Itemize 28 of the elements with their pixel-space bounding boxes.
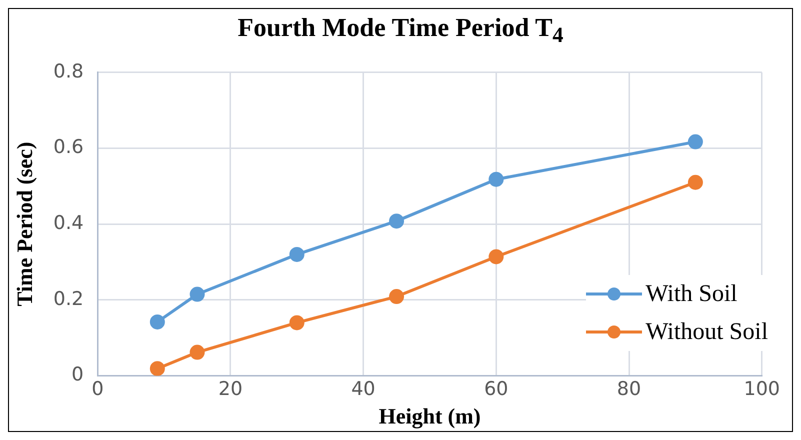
point: [688, 134, 703, 150]
point: [289, 246, 304, 262]
x-tick-label: 100: [744, 378, 780, 400]
y-tick-label: 0.2: [53, 288, 84, 310]
point: [150, 361, 165, 376]
point: [389, 214, 404, 229]
y-axis-title: Time Period (sec): [12, 142, 37, 306]
y-tick-label: 0: [72, 364, 84, 386]
point: [289, 315, 304, 330]
point: [190, 344, 205, 360]
point: [150, 314, 165, 330]
x-axis-title: Height (m): [378, 403, 481, 428]
y-tick-label: 0.4: [53, 212, 84, 234]
legend-label: With Soil: [646, 280, 738, 308]
x-tick-label: 40: [351, 378, 376, 400]
x-tick-label: 0: [92, 378, 104, 400]
y-tick-label: 0.6: [53, 136, 84, 158]
legend-label: Without Soil: [646, 318, 768, 346]
point: [688, 174, 703, 190]
point: [488, 249, 504, 264]
chart-title: Fourth Mode Time Period T$_{4}$: [236, 13, 564, 48]
x-tick-label: 60: [484, 378, 508, 400]
y-tick-label: 0.8: [53, 60, 84, 82]
point: [389, 289, 404, 304]
point: [488, 172, 504, 187]
point: [190, 286, 205, 302]
x-tick-label: 20: [218, 378, 243, 400]
x-tick-label: 80: [616, 378, 642, 400]
